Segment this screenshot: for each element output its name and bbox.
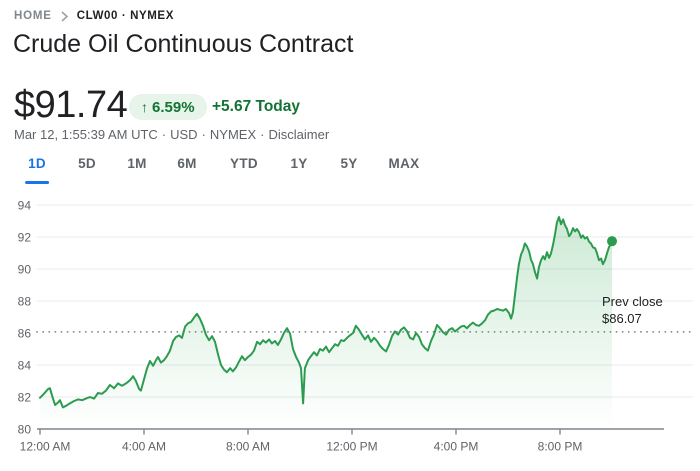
tab-max[interactable]: MAX	[389, 154, 420, 183]
tab-ytd[interactable]: YTD	[230, 154, 258, 183]
change-absolute: +5.67 Today	[212, 98, 301, 115]
price-area	[40, 217, 612, 429]
y-axis-label: 86	[18, 327, 32, 341]
y-axis-label: 82	[18, 391, 32, 405]
breadcrumb: HOME CLW00 · NYMEX	[14, 10, 174, 22]
up-arrow-icon: ↑	[141, 99, 148, 115]
y-axis-label: 94	[18, 199, 32, 213]
separator: ·	[260, 127, 265, 142]
y-axis-label: 92	[18, 231, 32, 245]
page-title: Crude Oil Continuous Contract	[13, 30, 354, 58]
price-chart[interactable]: 80 82 84 86 88 90 92 94 12:00 AM 4:00 AM 8:00 AM 12…	[0, 190, 700, 471]
prev-close-label: Prev close	[602, 294, 663, 309]
breadcrumb-home-link[interactable]: HOME	[14, 10, 52, 22]
separator: ·	[201, 127, 206, 142]
tab-label: 1M	[127, 156, 147, 171]
tab-label: 5Y	[340, 156, 358, 171]
tab-label: 1Y	[290, 156, 308, 171]
tab-5y[interactable]: 5Y	[340, 154, 357, 183]
x-axis-label: 4:00 PM	[434, 440, 479, 454]
breadcrumb-chevron-icon	[61, 10, 68, 22]
separator: ·	[161, 127, 167, 142]
x-axis-label: 12:00 PM	[326, 440, 377, 454]
prev-close-value: $86.07	[602, 311, 642, 326]
tab-label: 6M	[177, 156, 197, 171]
x-axis-label: 8:00 PM	[538, 440, 583, 454]
tab-label: 5D	[78, 156, 96, 171]
y-axis-label: 88	[18, 295, 32, 309]
price-line	[39, 216, 613, 409]
x-axis-label: 8:00 AM	[226, 440, 270, 454]
disclaimer-link[interactable]: Disclaimer	[268, 127, 330, 142]
x-axis-label: 12:00 AM	[20, 440, 71, 454]
tab-label: MAX	[388, 156, 420, 171]
quote-currency: USD	[170, 127, 198, 142]
active-tab-underline	[24, 181, 49, 184]
quote-meta: Mar 12, 1:55:39 AM UTC · USD · NYMEX · Disclai…	[14, 127, 329, 142]
y-axis-label: 90	[18, 263, 32, 277]
tab-label: YTD	[230, 156, 258, 171]
y-axis-label: 84	[18, 359, 32, 373]
quote-timestamp: Mar 12, 1:55:39 AM UTC	[14, 127, 158, 142]
tab-5d[interactable]: 5D	[78, 154, 96, 183]
price-chart-area: 80 82 84 86 88 90 92 94 12:00 AM 4:00 AM 8:00 AM 12…	[0, 190, 700, 471]
breadcrumb-symbol: CLW00 · NYMEX	[76, 10, 174, 22]
range-tabs: 1D 5D 1M 6M YTD 1Y 5Y MAX	[0, 154, 700, 184]
last-price-dot	[607, 236, 617, 247]
y-axis-label: 80	[18, 423, 32, 437]
tab-1d[interactable]: 1D	[24, 154, 49, 184]
change-badge: ↑ 6.59%	[129, 94, 207, 120]
tab-6m[interactable]: 6M	[177, 154, 196, 183]
change-percent: 6.59%	[152, 98, 195, 116]
tab-1y[interactable]: 1Y	[290, 154, 307, 183]
quote-exchange: NYMEX	[209, 127, 257, 142]
current-price: $91.74	[14, 84, 128, 126]
x-axis-label: 4:00 AM	[122, 440, 166, 454]
tab-label: 1D	[28, 156, 46, 171]
tab-1m[interactable]: 1M	[127, 154, 146, 183]
